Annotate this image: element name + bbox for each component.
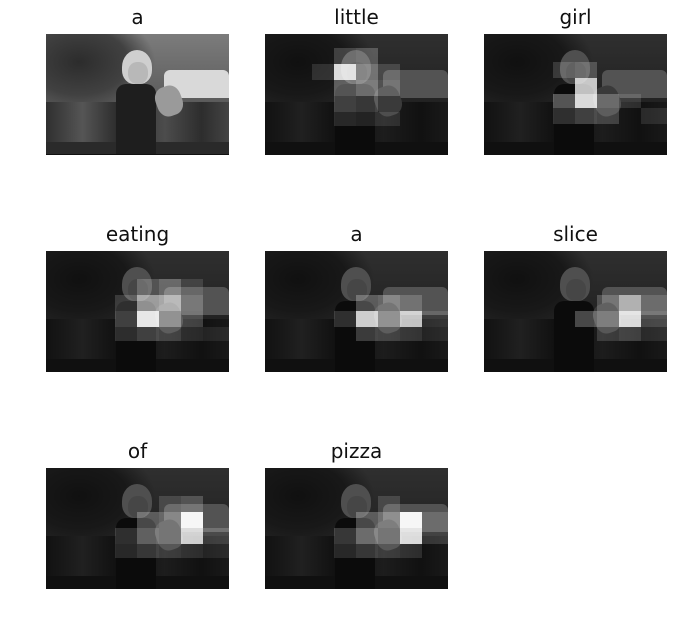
- panel-caption: girl: [559, 5, 592, 29]
- attention-map: [46, 251, 229, 372]
- panel-caption: a: [350, 222, 363, 246]
- panel-caption: slice: [553, 222, 598, 246]
- photo-frame: [265, 468, 448, 589]
- panel-caption: pizza: [330, 439, 383, 463]
- panel-caption: a: [131, 5, 144, 29]
- panel-caption: little: [334, 5, 379, 29]
- photo-frame: [265, 34, 448, 155]
- attention-map: [265, 251, 448, 372]
- attention-dim-overlay: [265, 34, 448, 155]
- attention-map: [484, 34, 667, 155]
- panel-caption: eating: [105, 222, 170, 246]
- photo-frame: [46, 34, 229, 155]
- photo-frame: [46, 468, 229, 589]
- attention-map: [484, 251, 667, 372]
- photo-border: [46, 154, 229, 155]
- panel-caption: of: [127, 439, 148, 463]
- photo-scene: [46, 34, 229, 155]
- photo-frame: [265, 251, 448, 372]
- photo-frame: [46, 251, 229, 372]
- photo-frame: [484, 251, 667, 372]
- photo-frame: [484, 34, 667, 155]
- attention-map: [46, 468, 229, 589]
- attention-map: [265, 468, 448, 589]
- attention-map: [265, 34, 448, 155]
